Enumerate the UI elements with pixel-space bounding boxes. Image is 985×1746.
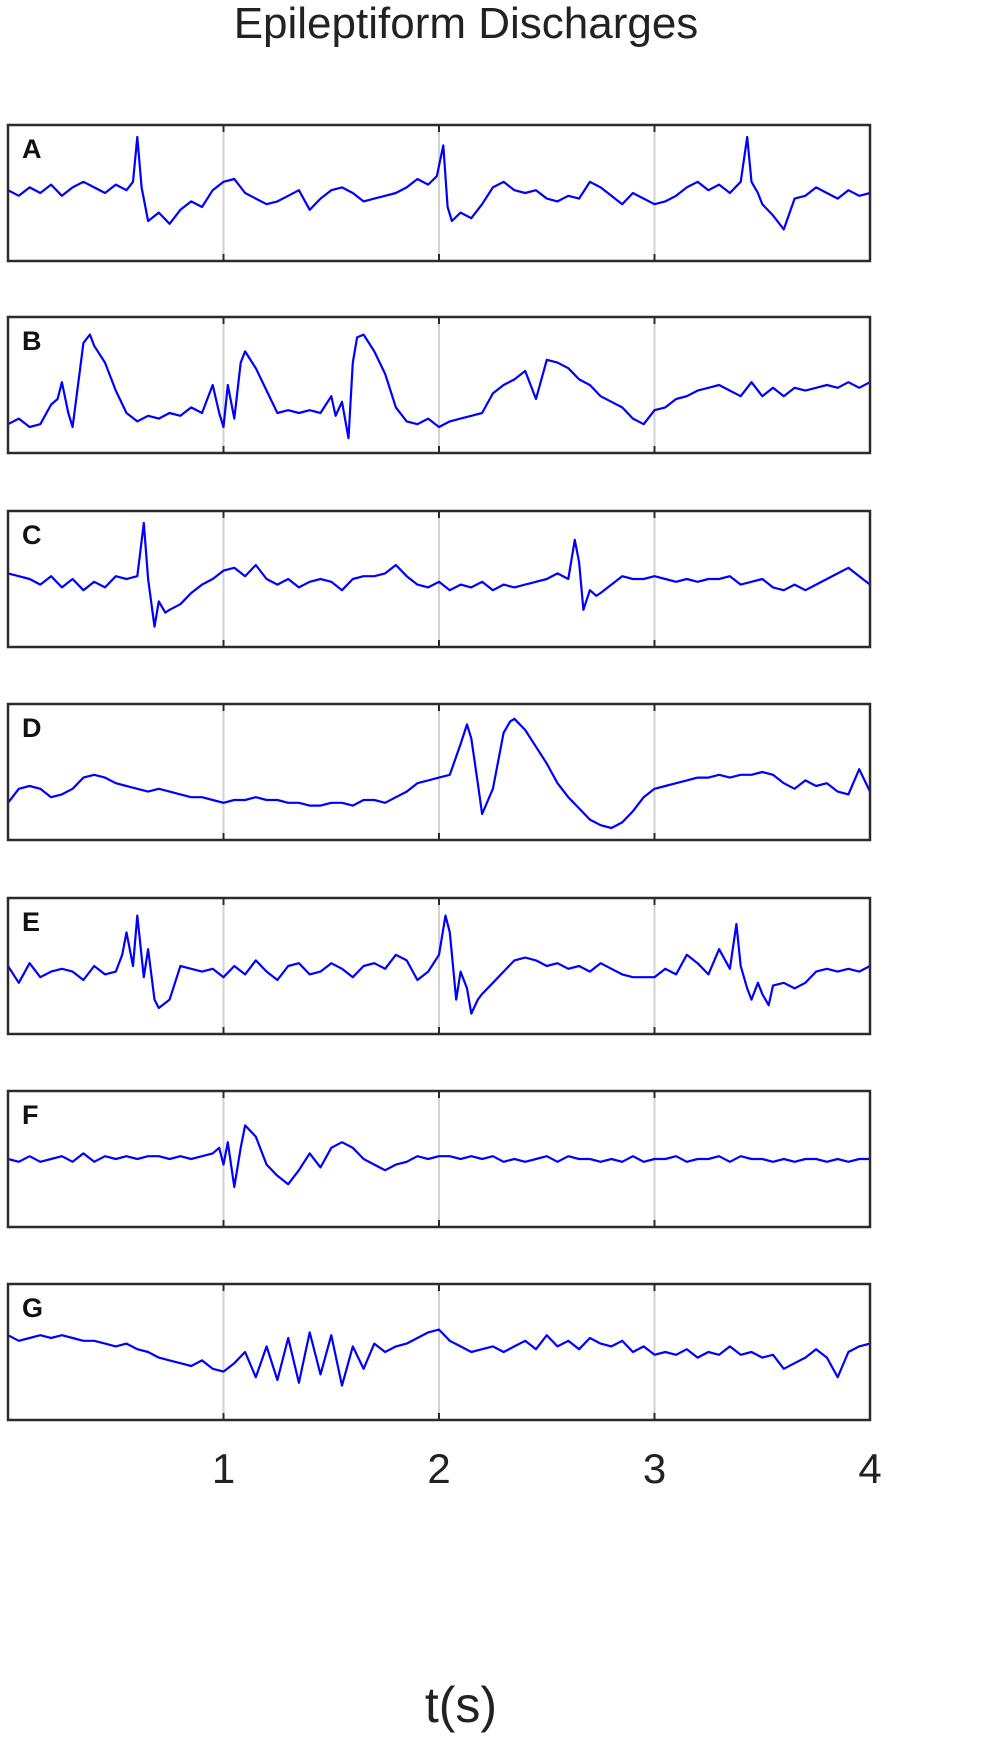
trace-e <box>6 914 872 1015</box>
panel-letter: A <box>22 134 42 164</box>
panel-a: A <box>6 123 872 263</box>
x-axis-label: t(s) <box>425 1677 497 1733</box>
panel-letter: E <box>22 907 40 937</box>
x-tick-label: 4 <box>858 1445 881 1492</box>
panels-group: A B C D E F G <box>6 123 872 1422</box>
x-tick-label: 3 <box>643 1445 666 1492</box>
panel-frame <box>6 896 872 1036</box>
panel-letter: F <box>22 1100 39 1130</box>
panel-c: C <box>6 509 872 649</box>
panel-frame <box>6 1089 872 1229</box>
panel-frame <box>6 123 872 263</box>
trace-f <box>6 1124 872 1189</box>
trace-d <box>6 717 872 830</box>
panel-letter: C <box>22 520 42 550</box>
panel-d: D <box>6 702 872 842</box>
panel-g: G <box>6 1282 872 1422</box>
panel-f: F <box>6 1089 872 1229</box>
panel-frame <box>6 509 872 649</box>
trace-a <box>6 135 872 231</box>
x-tick-label: 1 <box>212 1445 235 1492</box>
panel-e: E <box>6 896 872 1036</box>
trace-g <box>6 1328 872 1387</box>
panel-letter: G <box>22 1293 43 1323</box>
panel-frame <box>6 1282 872 1422</box>
panel-letter: B <box>22 326 42 356</box>
panel-frame <box>6 702 872 842</box>
trace-b <box>6 333 872 440</box>
panel-frame <box>6 315 872 455</box>
x-tick-label: 2 <box>427 1445 450 1492</box>
panel-b: B <box>6 315 872 455</box>
trace-c <box>6 521 872 628</box>
panel-letter: D <box>22 713 42 743</box>
x-axis: 1 2 3 4 <box>212 1445 882 1492</box>
chart-title: Epileptiform Discharges <box>234 0 699 48</box>
